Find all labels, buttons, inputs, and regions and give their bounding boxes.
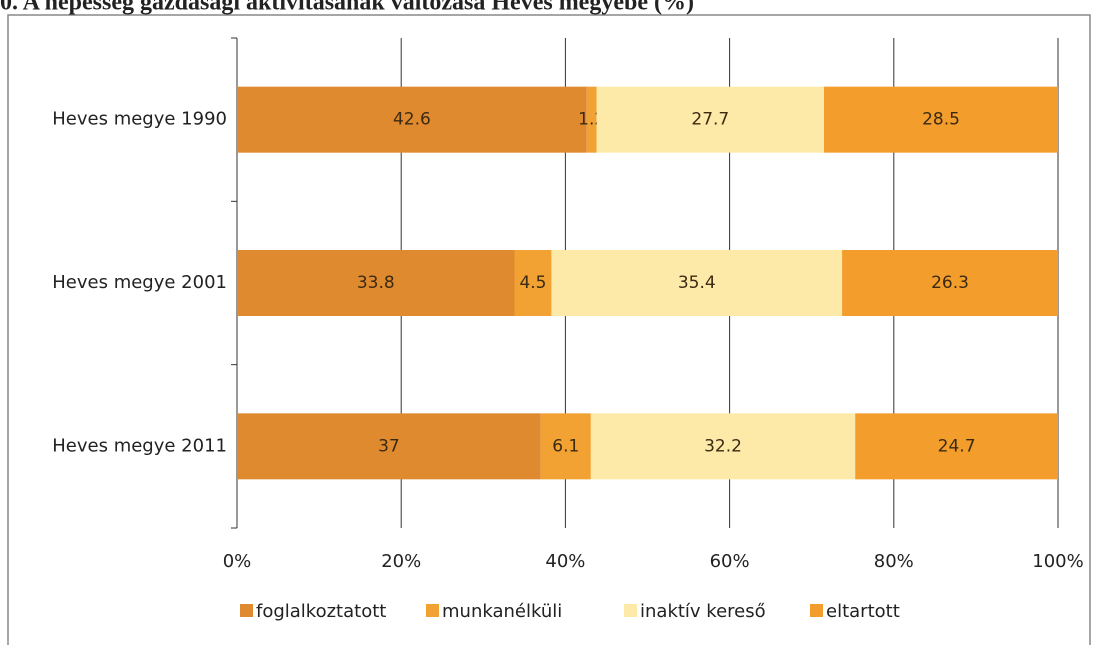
data-label: 37 — [378, 436, 400, 456]
legend-swatch — [240, 604, 253, 617]
data-label: 4.5 — [519, 273, 546, 293]
x-tick-label: 40% — [545, 551, 585, 572]
y-tick-label: Heves megye 2001 — [52, 272, 227, 293]
x-tick-label: 60% — [710, 551, 750, 572]
data-label: 33.8 — [357, 273, 395, 293]
bar-segment — [514, 250, 552, 316]
legend-label: munkanélküli — [442, 601, 562, 622]
bar-segment — [237, 250, 515, 316]
bar-segment — [842, 250, 1058, 316]
bar-segment — [551, 250, 843, 316]
y-tick-label: Heves megye 1990 — [52, 109, 227, 130]
legend-label: inaktív kereső — [640, 601, 766, 622]
data-label: 6.1 — [552, 436, 579, 456]
bar-segment — [586, 86, 597, 153]
x-tick-label: 0% — [223, 551, 252, 572]
x-tick-label: 80% — [874, 551, 914, 572]
x-tick-label: 100% — [1032, 551, 1083, 572]
data-label: 32.2 — [704, 436, 742, 456]
bar-segment — [855, 413, 1058, 480]
legend-swatch — [426, 604, 439, 617]
legend-label: foglalkoztatott — [256, 601, 386, 622]
x-tick-label: 20% — [381, 551, 421, 572]
data-label: 24.7 — [938, 436, 976, 456]
data-label: 26.3 — [931, 273, 969, 293]
y-tick-label: Heves megye 2011 — [52, 435, 227, 456]
legend-label: eltartott — [826, 601, 900, 622]
bar-segment — [540, 413, 591, 480]
bar-segment — [590, 413, 856, 480]
legend-swatch — [624, 604, 637, 617]
data-label: 27.7 — [691, 110, 729, 130]
bar-segment — [237, 86, 587, 153]
chart-title: 0. A népesség gazdasági aktivitásának vá… — [0, 0, 694, 16]
legend-swatch — [810, 604, 823, 617]
data-label: 35.4 — [678, 273, 716, 293]
bar-segment — [824, 86, 1058, 153]
bar-segment — [237, 413, 541, 480]
bar-segment — [596, 86, 825, 153]
data-label: 28.5 — [922, 110, 960, 130]
chart-border — [7, 14, 1091, 645]
data-label: 42.6 — [393, 110, 431, 130]
